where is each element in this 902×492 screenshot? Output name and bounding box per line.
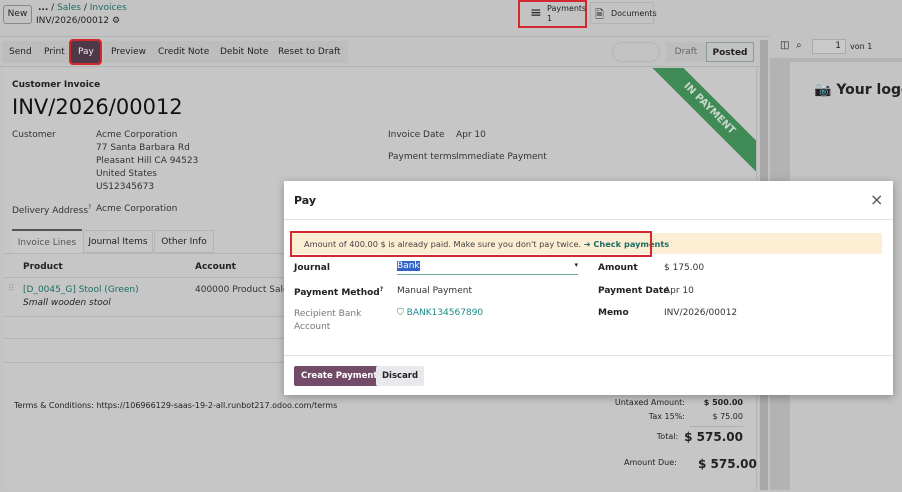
preview-button[interactable]: Preview	[104, 41, 154, 63]
memo-value[interactable]: INV/2026/00012	[664, 308, 738, 318]
tax-value: $ 75.00	[712, 412, 743, 421]
new-button[interactable]: New	[3, 5, 32, 24]
help-icon[interactable]: ?	[379, 286, 384, 293]
toolbar-divider	[0, 66, 770, 67]
page-number-input[interactable]: 1	[812, 39, 846, 54]
logo-placeholder: 📷 Your logo	[814, 82, 902, 98]
tab-journal-items[interactable]: Journal Items	[83, 230, 153, 253]
amount-due-value: $ 575.00	[698, 457, 757, 471]
payment-method-value[interactable]: Manual Payment	[397, 286, 472, 296]
footer-divider	[284, 355, 893, 356]
dialog-title: Pay	[294, 194, 317, 207]
product-cell: [D_0045_G] Stool (Green)	[23, 285, 139, 295]
payments-count: 1	[547, 14, 553, 23]
sidebar-toggle-icon[interactable]: ◫	[780, 40, 790, 51]
delivery-label: Delivery Address?	[12, 204, 92, 216]
payment-date-value[interactable]: Apr 10	[664, 286, 694, 296]
journal-select[interactable]: Bank ▾	[397, 261, 578, 275]
help-icon[interactable]: ?	[88, 204, 92, 211]
recipient-bank-value[interactable]: ⛉ BANK134567890	[397, 308, 484, 318]
delivery-link[interactable]: Acme Corporation	[96, 204, 178, 214]
documents-label: Documents	[611, 9, 657, 18]
address-line: 77 Santa Barbara Rd	[96, 143, 190, 153]
invoice-date-label: Invoice Date	[388, 130, 445, 140]
address-line: Pleasant Hill CA 94523	[96, 156, 199, 166]
create-payment-button[interactable]: Create Payment	[294, 366, 385, 386]
pay-button[interactable]: Pay	[69, 39, 102, 65]
send-button[interactable]: Send	[2, 41, 39, 63]
header-divider	[284, 219, 893, 220]
camera-icon: 📷	[814, 82, 832, 98]
description-cell: Small wooden stool	[23, 298, 111, 308]
invoice-type: Customer Invoice	[12, 80, 101, 90]
reset-draft-button[interactable]: Reset to Draft	[271, 41, 348, 63]
document-icon: 🗎	[595, 8, 604, 21]
terms-label: Payment terms	[388, 152, 457, 162]
untaxed-value: $ 500.00	[703, 398, 743, 407]
credit-note-button[interactable]: Credit Note	[151, 41, 217, 63]
breadcrumb-more[interactable]: ...	[38, 3, 49, 13]
address-line: US12345673	[96, 182, 155, 192]
invoice-date[interactable]: Apr 10	[456, 130, 486, 140]
shield-icon: ⛉	[397, 308, 404, 318]
warning-banner	[291, 233, 882, 254]
invoice-number: INV/2026/00012	[12, 95, 183, 119]
tax-label: Tax 15%:	[648, 412, 685, 421]
discard-button[interactable]: Discard	[376, 366, 425, 386]
in-payment-ribbon: IN PAYMENT	[641, 68, 756, 177]
warning-highlight: Amount of 400.00 $ is already paid. Make…	[290, 231, 669, 257]
status-posted[interactable]: Posted	[706, 42, 754, 62]
address-line: United States	[96, 169, 157, 179]
amount-value[interactable]: $ 175.00	[664, 263, 705, 273]
tab-invoice-lines[interactable]: Invoice Lines	[12, 229, 82, 253]
breadcrumb: ... / Sales / Invoices	[38, 3, 127, 13]
breadcrumb-invoices[interactable]: Invoices	[89, 3, 127, 13]
recipient-bank-label: Recipient Bank Account	[294, 309, 362, 332]
memo-label: Memo	[598, 308, 629, 318]
close-icon[interactable]: ×	[870, 190, 884, 209]
totals: Untaxed Amount: $ 500.00 Tax 15%: $ 75.00 …	[560, 398, 743, 446]
total-label: Total:	[656, 432, 679, 441]
column-account: Account	[195, 262, 236, 272]
status-draft[interactable]: Draft	[666, 42, 706, 62]
payment-method-label: Payment Method?	[294, 286, 384, 298]
journal-label: Journal	[294, 263, 330, 273]
check-payments-link[interactable]: ➔ Check payments	[583, 239, 670, 249]
tab-other-info[interactable]: Other Info	[154, 230, 214, 253]
column-product: Product	[23, 262, 63, 272]
terms-conditions: Terms & Conditions: https://106966129-sa…	[14, 401, 338, 410]
table-row[interactable]: ⠿ [D_0045_G] Stool (Green) Small wooden …	[4, 278, 284, 316]
chevron-down-icon: ▾	[574, 261, 578, 269]
search-icon[interactable]: ⌕	[796, 40, 802, 51]
breadcrumb-sales[interactable]: Sales	[57, 3, 81, 13]
amount-due-label: Amount Due:	[624, 458, 677, 467]
documents-smart-button[interactable]: 🗎 Documents	[590, 2, 657, 24]
warning-text: Amount of 400.00 $ is already paid. Make…	[304, 239, 582, 249]
list-icon: ≡	[530, 5, 542, 21]
pay-dialog: Pay × Amount of 400.00 $ is already paid…	[284, 181, 893, 395]
record-name: INV/2026/00012 ⚙	[36, 16, 120, 26]
gear-icon[interactable]: ⚙	[112, 16, 121, 26]
untaxed-label: Untaxed Amount:	[614, 398, 685, 407]
record-title: INV/2026/00012	[36, 16, 110, 26]
amount-label: Amount	[598, 263, 638, 273]
journal-value: Bank	[397, 261, 420, 271]
payment-date-label: Payment Date	[598, 286, 670, 296]
customer-link[interactable]: Acme Corporation	[96, 130, 178, 140]
account-cell: 400000 Product Sales	[195, 285, 294, 295]
payments-smart-button[interactable]: ≡ Payments 1	[518, 0, 587, 28]
payments-label: Payments	[547, 4, 587, 13]
toggle-pill[interactable]	[612, 42, 660, 62]
total-value: $ 575.00	[684, 429, 743, 444]
terms-value[interactable]: Immediate Payment	[456, 152, 547, 162]
debit-note-button[interactable]: Debit Note	[213, 41, 276, 63]
page-count: von 1	[850, 42, 873, 51]
customer-label: Customer	[12, 130, 56, 140]
top-bar	[0, 0, 902, 37]
drag-handle-icon[interactable]: ⠿	[8, 284, 15, 294]
print-button[interactable]: Print	[37, 41, 72, 63]
